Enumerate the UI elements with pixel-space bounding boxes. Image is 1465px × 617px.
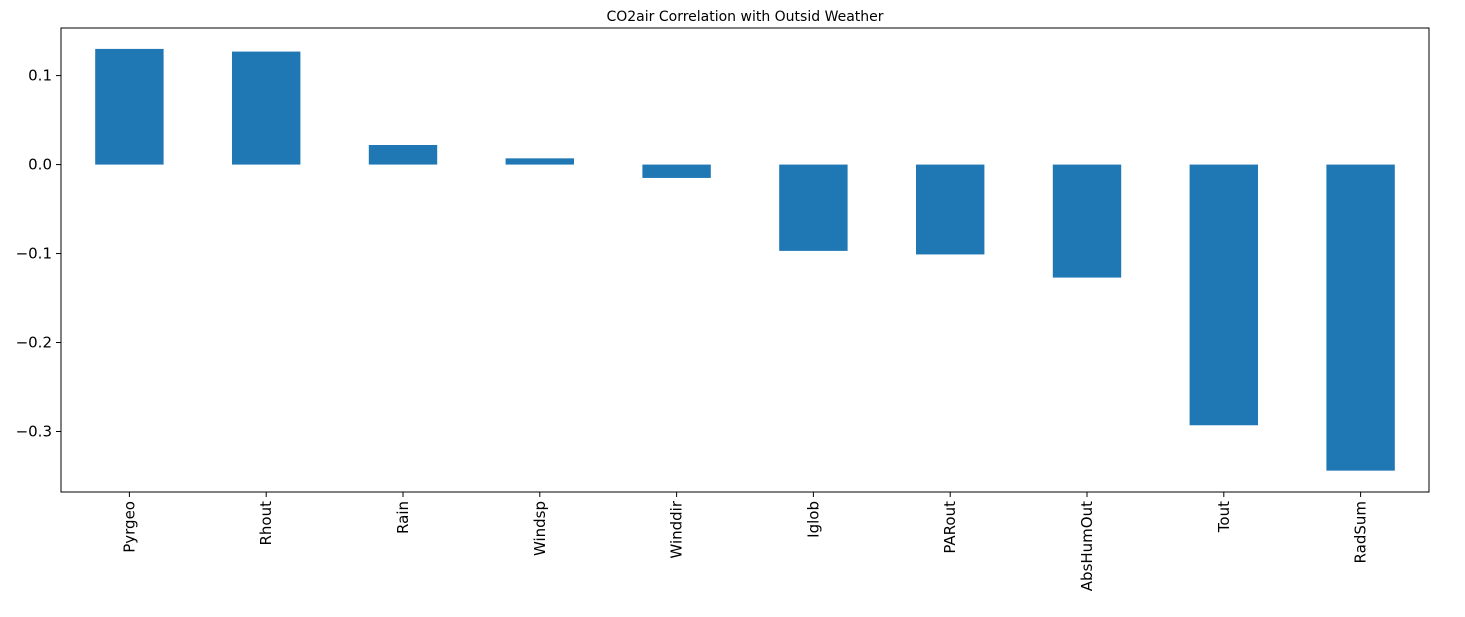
- bar-winddir: [642, 164, 711, 178]
- x-tick-label: Rhout: [257, 501, 275, 546]
- y-tick-label: 0.0: [28, 156, 52, 174]
- x-tick-label: Iglob: [804, 501, 822, 538]
- bar-parout: [916, 164, 985, 255]
- plot-frame: [60, 27, 1430, 493]
- bar-tout: [1189, 164, 1258, 426]
- x-tick-label: PARout: [941, 501, 959, 554]
- y-tick-label: −0.3: [16, 422, 52, 440]
- bar-rhout: [232, 51, 301, 165]
- bar-iglob: [779, 164, 848, 251]
- chart-title: CO2air Correlation with Outsid Weather: [606, 9, 883, 25]
- bars-layer: [95, 48, 1395, 471]
- bar-abshumout: [1052, 164, 1122, 278]
- x-tick-label: Pyrgeo: [120, 501, 138, 553]
- x-axis: Pyrgeo Rhout Rain Windsp Winddir Iglob PARout A…: [120, 492, 1370, 591]
- y-tick-label: 0.1: [28, 67, 52, 85]
- x-tick-label: AbsHumOut: [1078, 501, 1096, 591]
- y-axis: 0.1 0.0 −0.1 −0.2 −0.3: [16, 67, 61, 440]
- bar-radsum: [1326, 164, 1395, 471]
- x-tick-label: Tout: [1215, 501, 1233, 533]
- bar-pyrgeo: [95, 48, 164, 165]
- x-tick-label: Winddir: [668, 500, 686, 558]
- x-tick-label: Windsp: [531, 501, 549, 556]
- x-tick-label: RadSum: [1352, 501, 1370, 563]
- bar-rain: [368, 145, 438, 165]
- y-tick-label: −0.2: [16, 334, 52, 352]
- y-tick-label: −0.1: [16, 245, 52, 263]
- x-tick-label: Rain: [394, 501, 412, 534]
- bar-windsp: [505, 158, 574, 165]
